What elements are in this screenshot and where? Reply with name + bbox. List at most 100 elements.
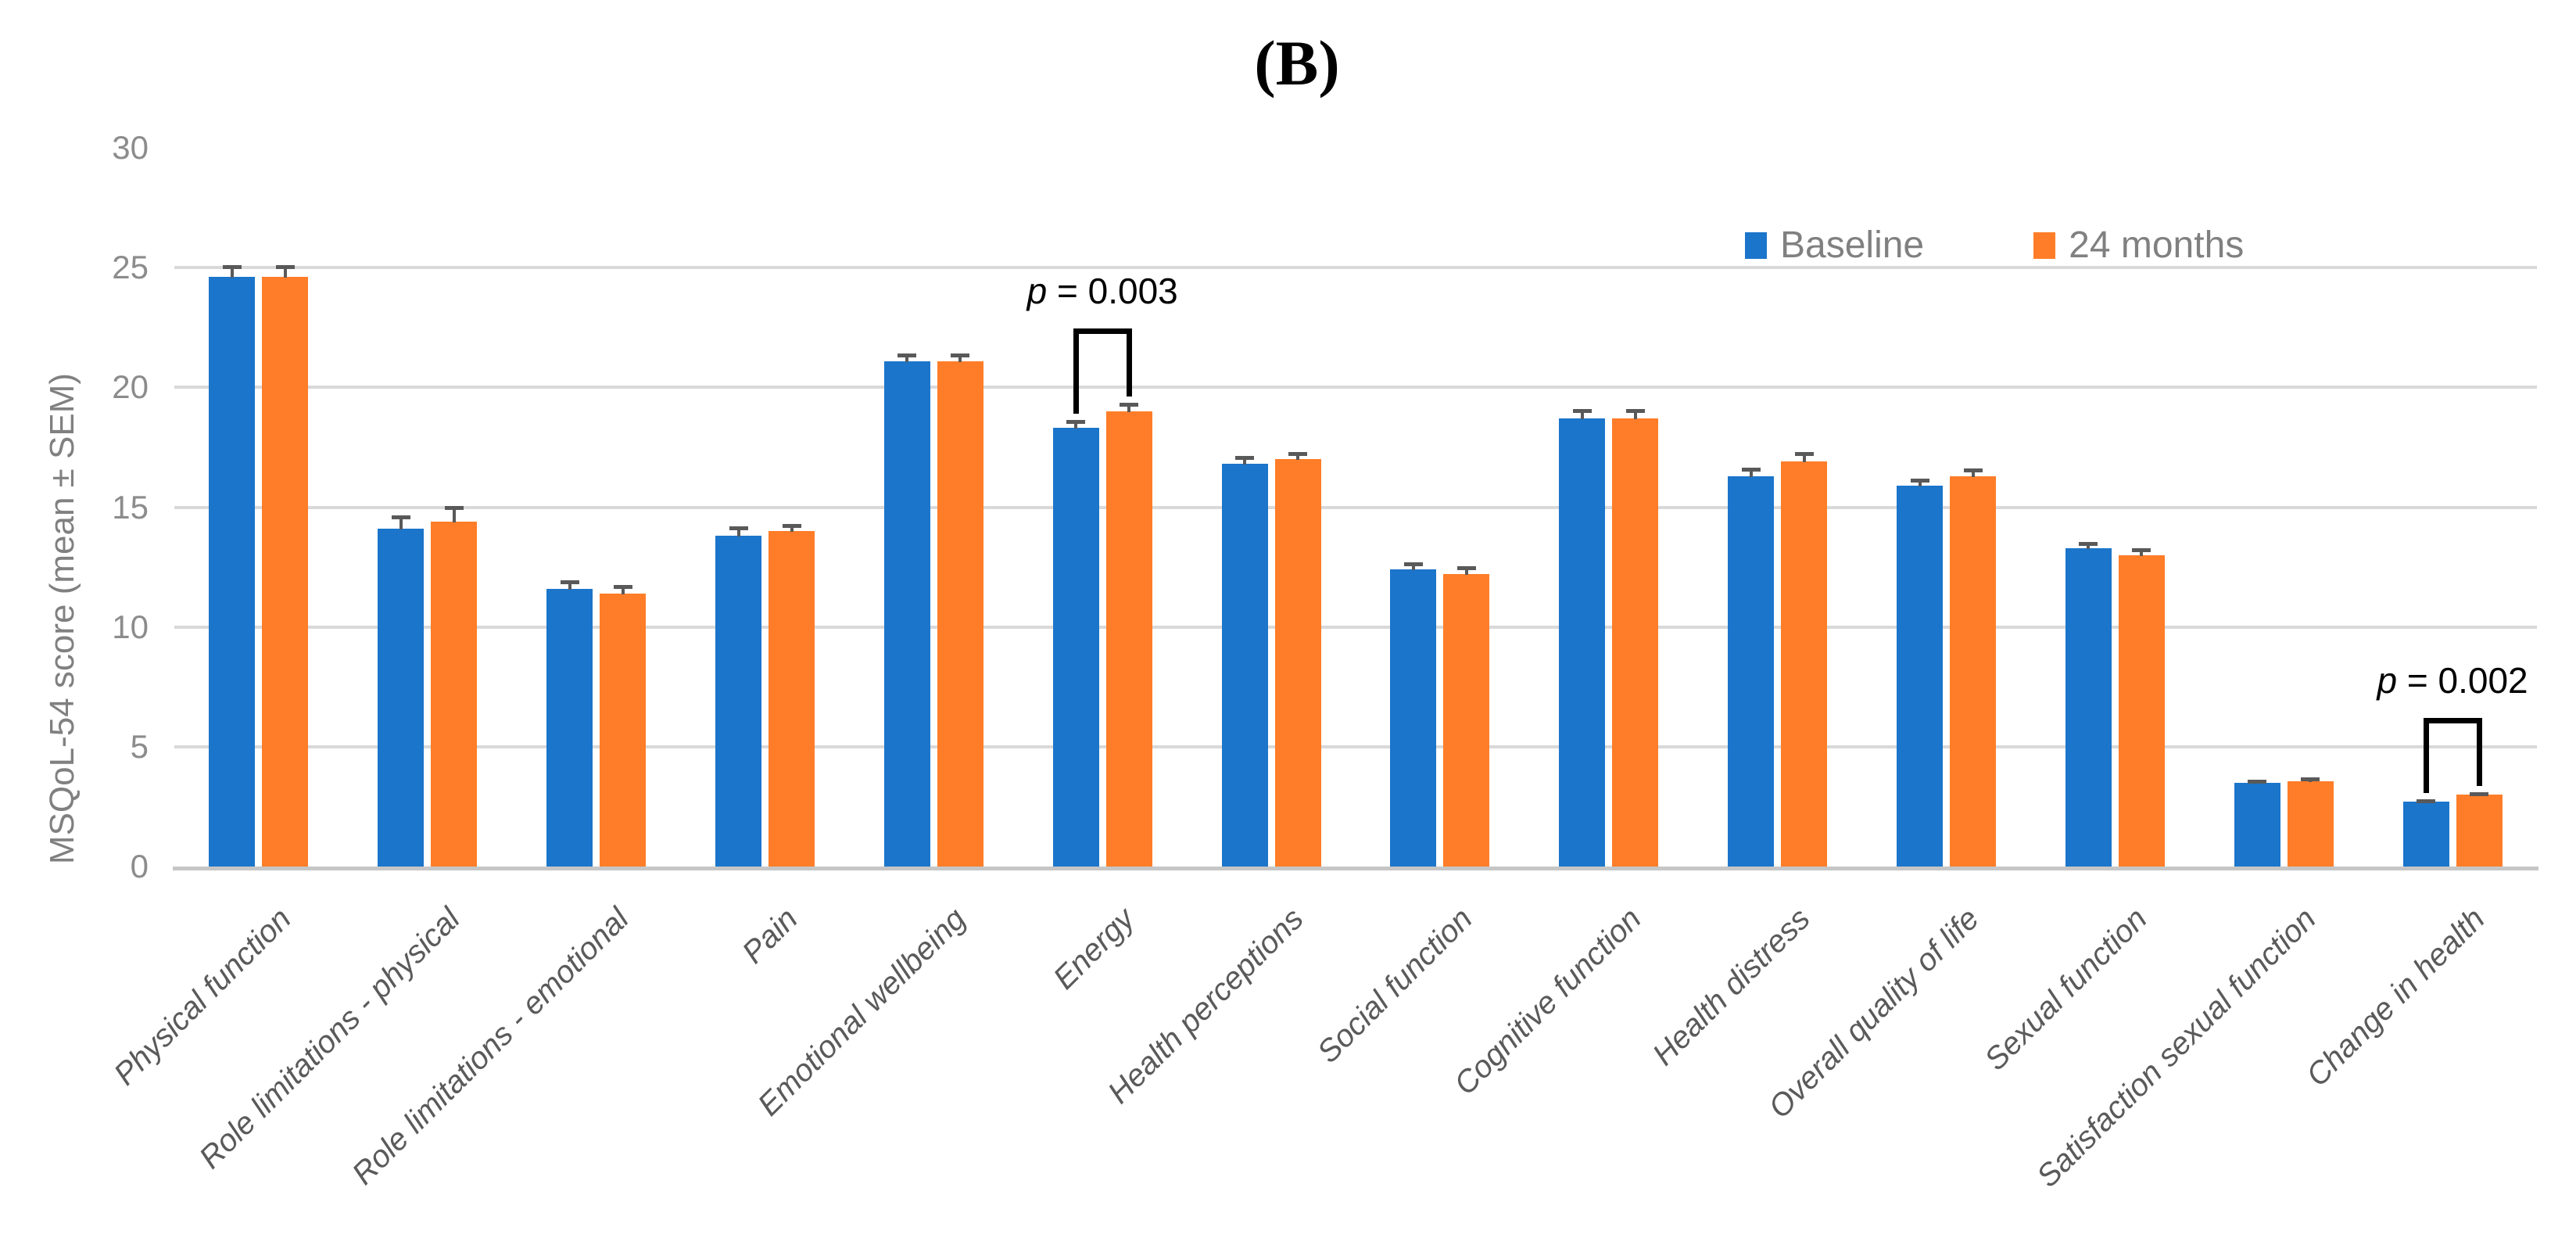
error-bar-cap-0-5 xyxy=(1066,419,1086,424)
bar-24-months-6 xyxy=(1274,459,1321,867)
p-value-annotation-0: p = 0.003 xyxy=(868,269,1337,313)
legend-item-24-months: 24 months xyxy=(2033,227,2244,264)
bar-24-months-12 xyxy=(2287,781,2334,867)
error-bar-stem-0-10 xyxy=(1918,482,1922,486)
error-bar-cap-1-13 xyxy=(2470,792,2489,797)
p-value-symbol: p xyxy=(2377,660,2398,702)
error-bar-cap-1-1 xyxy=(444,505,464,510)
error-bar-cap-1-6 xyxy=(1288,452,1308,457)
y-tick-label-10: 10 xyxy=(112,608,149,645)
y-tick-label-25: 25 xyxy=(112,249,149,286)
error-bar-cap-1-9 xyxy=(1794,452,1814,457)
chart-title: (B) xyxy=(1254,27,1340,99)
error-bar-stem-1-3 xyxy=(790,527,794,533)
error-bar-cap-0-2 xyxy=(560,580,579,584)
error-bar-stem-0-11 xyxy=(2087,545,2091,549)
gridline-15 xyxy=(174,505,2537,509)
error-bar-stem-0-7 xyxy=(1411,565,1415,571)
bar-baseline-12 xyxy=(2234,782,2280,867)
error-bar-stem-0-0 xyxy=(230,269,234,278)
error-bar-stem-1-6 xyxy=(1296,456,1300,461)
error-bar-stem-0-8 xyxy=(1580,412,1584,420)
significance-bracket-right-leg-1 xyxy=(2476,718,2482,787)
gridline-5 xyxy=(174,745,2537,748)
x-axis-line xyxy=(173,867,2538,870)
error-bar-stem-0-1 xyxy=(399,519,403,530)
legend-swatch-baseline-icon xyxy=(1745,232,1767,259)
bar-baseline-8 xyxy=(1559,418,1606,867)
bar-24-months-0 xyxy=(262,277,309,867)
y-tick-label-0: 0 xyxy=(130,848,149,885)
error-bar-cap-0-4 xyxy=(897,353,917,358)
legend-item-baseline: Baseline xyxy=(1745,227,1924,264)
error-bar-stem-1-11 xyxy=(2140,551,2144,556)
error-bar-cap-0-1 xyxy=(391,515,410,520)
bar-24-months-11 xyxy=(2118,554,2165,867)
y-tick-label-15: 15 xyxy=(112,488,149,526)
significance-bracket-top-0 xyxy=(1073,328,1132,335)
bar-24-months-5 xyxy=(1105,411,1152,867)
bar-baseline-6 xyxy=(1221,464,1268,867)
significance-bracket-right-leg-0 xyxy=(1126,328,1132,397)
error-bar-cap-0-6 xyxy=(1235,455,1255,460)
error-bar-stem-0-9 xyxy=(1749,471,1753,477)
significance-bracket-top-1 xyxy=(2423,718,2482,724)
bar-baseline-3 xyxy=(715,536,761,867)
error-bar-stem-1-0 xyxy=(283,269,287,278)
error-bar-stem-0-4 xyxy=(905,357,909,362)
error-bar-stem-1-8 xyxy=(1633,412,1637,420)
error-bar-cap-0-8 xyxy=(1572,408,1592,413)
bar-baseline-7 xyxy=(1390,569,1437,867)
error-bar-stem-0-6 xyxy=(1243,459,1247,465)
y-tick-label-5: 5 xyxy=(130,727,149,765)
bar-baseline-4 xyxy=(883,361,930,867)
gridline-20 xyxy=(174,386,2537,389)
p-value-symbol: p xyxy=(1026,271,1048,312)
error-bar-cap-0-0 xyxy=(222,265,242,270)
bar-24-months-9 xyxy=(1781,461,1828,867)
legend-swatch-24-months-icon xyxy=(2033,232,2056,259)
error-bar-cap-0-7 xyxy=(1403,562,1423,566)
error-bar-cap-0-12 xyxy=(2248,780,2267,784)
bar-24-months-8 xyxy=(1612,418,1659,867)
bar-baseline-9 xyxy=(1728,475,1775,867)
error-bar-cap-1-3 xyxy=(782,523,801,528)
significance-bracket-left-leg-1 xyxy=(2423,718,2429,793)
bar-24-months-10 xyxy=(1950,475,1996,867)
bar-baseline-0 xyxy=(209,277,256,867)
legend-label-baseline: Baseline xyxy=(1780,224,1925,266)
error-bar-stem-0-2 xyxy=(568,583,571,590)
bar-baseline-10 xyxy=(1897,485,1943,867)
bar-baseline-2 xyxy=(546,588,593,867)
bar-baseline-1 xyxy=(378,529,425,867)
p-value-number: = 0.003 xyxy=(1047,271,1178,312)
y-tick-label-30: 30 xyxy=(112,129,149,166)
error-bar-cap-1-8 xyxy=(1625,408,1645,413)
bar-24-months-3 xyxy=(769,531,815,867)
error-bar-stem-0-3 xyxy=(736,530,740,537)
error-bar-cap-1-0 xyxy=(275,265,295,270)
error-bar-cap-0-3 xyxy=(729,526,748,530)
bar-24-months-1 xyxy=(431,521,478,867)
error-bar-cap-1-4 xyxy=(951,353,970,358)
bar-24-months-13 xyxy=(2456,795,2503,867)
bar-baseline-11 xyxy=(2065,547,2112,867)
significance-bracket-left-leg-0 xyxy=(1073,328,1079,414)
error-bar-stem-1-4 xyxy=(958,357,962,362)
error-bar-cap-1-5 xyxy=(1120,403,1139,407)
error-bar-stem-1-2 xyxy=(621,589,625,594)
legend: Baseline 24 months xyxy=(1745,227,2244,264)
bar-24-months-7 xyxy=(1443,574,1490,867)
error-bar-cap-0-9 xyxy=(1741,467,1761,472)
error-bar-cap-1-2 xyxy=(613,585,632,590)
bar-baseline-13 xyxy=(2402,802,2449,867)
error-bar-stem-1-10 xyxy=(1971,472,1975,477)
gridline-10 xyxy=(174,625,2537,629)
error-bar-cap-0-10 xyxy=(1910,478,1929,483)
error-bar-cap-0-13 xyxy=(2417,798,2436,803)
error-bar-stem-0-5 xyxy=(1074,423,1078,429)
error-bar-stem-1-9 xyxy=(1802,456,1806,463)
y-tick-label-20: 20 xyxy=(112,368,149,406)
error-bar-cap-1-10 xyxy=(1963,468,1983,473)
